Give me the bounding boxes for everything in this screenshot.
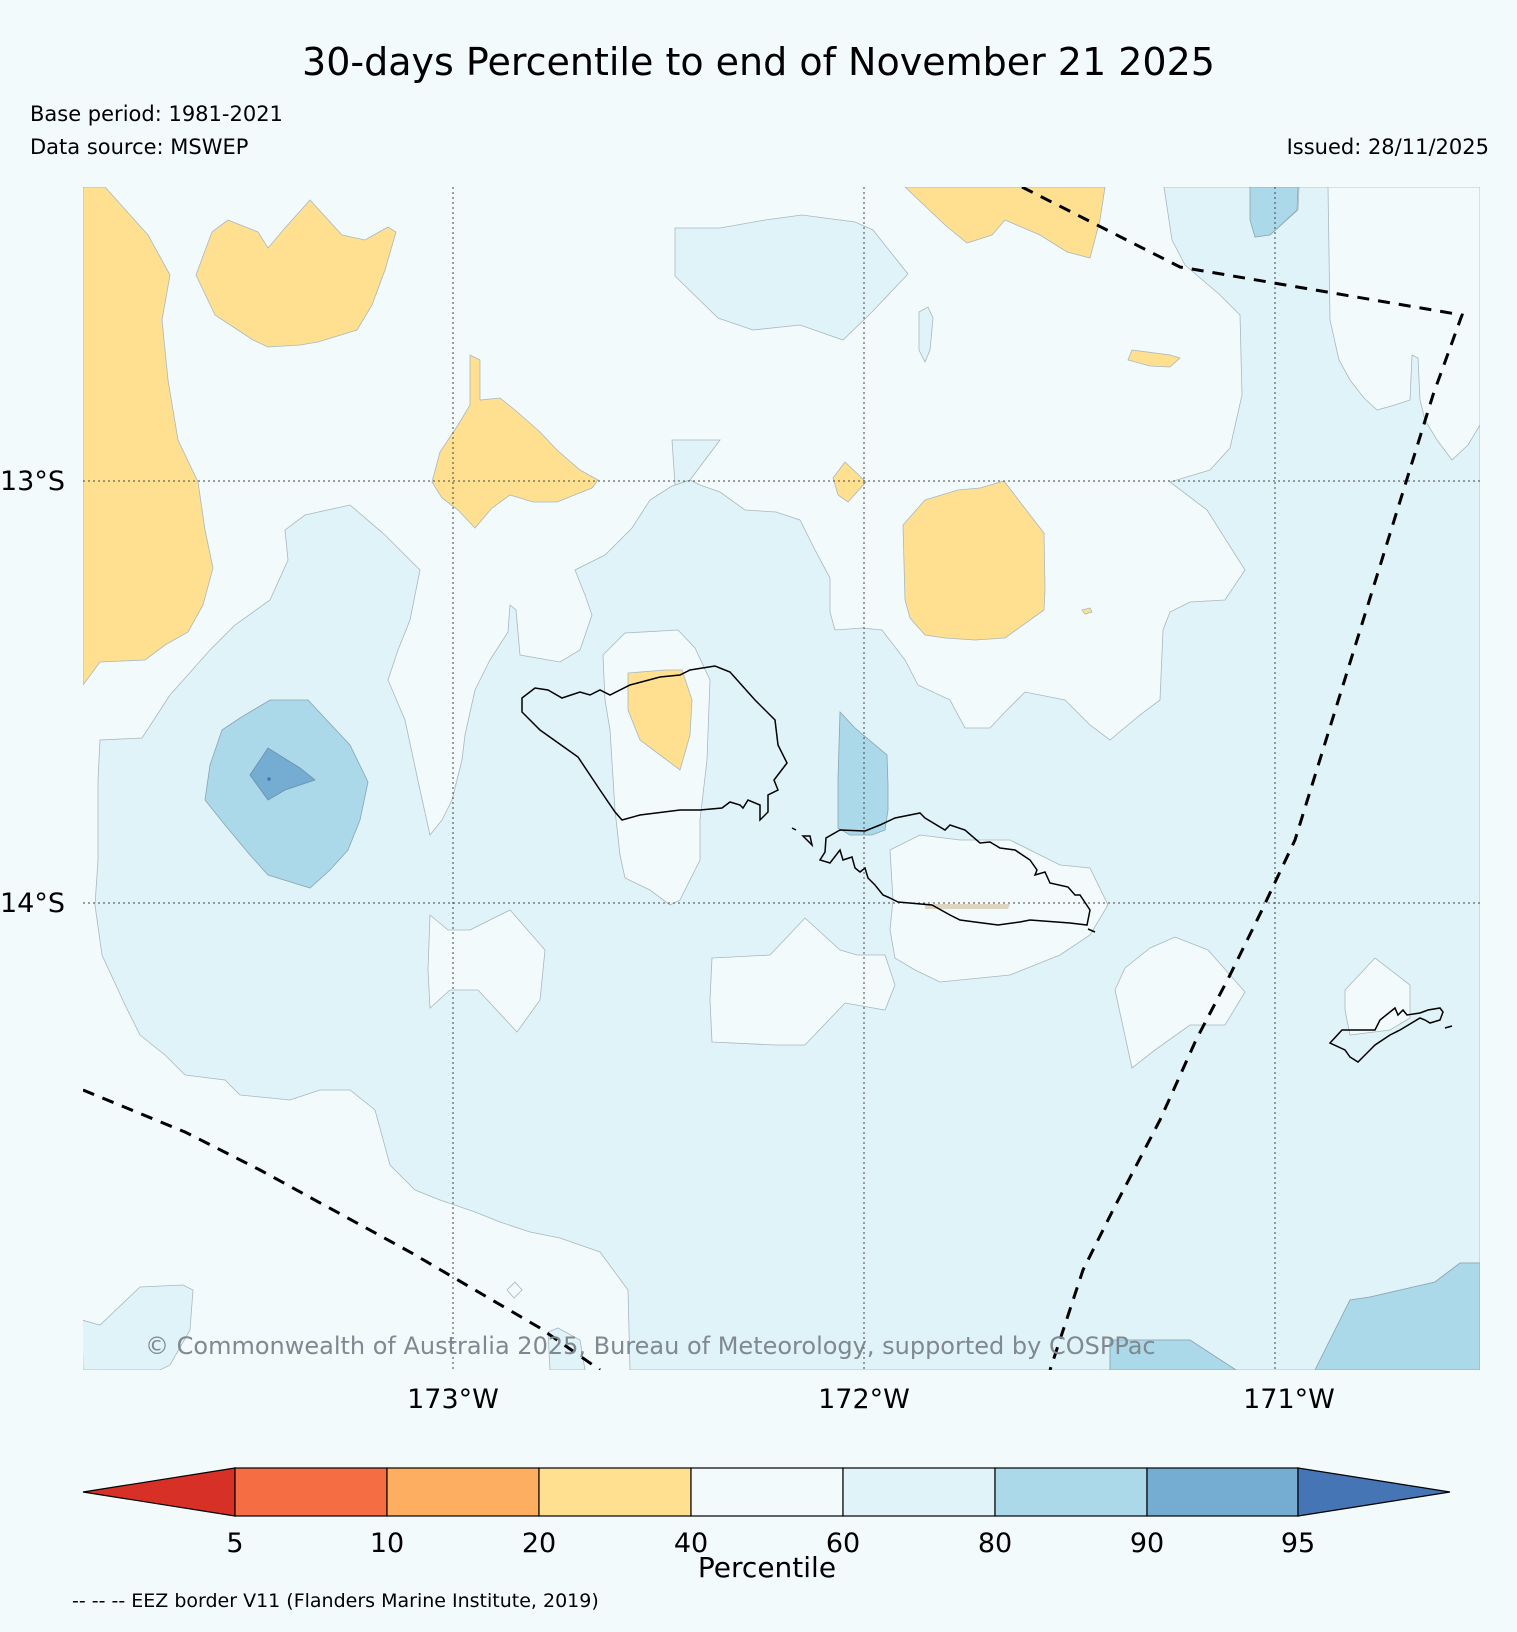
zone-20-40	[83, 187, 1181, 771]
lat-label-13s: 13°S	[0, 466, 65, 497]
colorbar-tick: 60	[826, 1528, 860, 1559]
zone-above-95	[267, 777, 271, 781]
colorbar-label: Percentile	[697, 1551, 837, 1584]
copyright-watermark: © Commonwealth of Australia 2025, Bureau…	[145, 1332, 1156, 1360]
colorbar-40-60	[690, 1467, 844, 1517]
colorbar-ticks: 5 10 20 40 60 80 90 95	[226, 1528, 1315, 1559]
colorbar-5-10	[234, 1467, 388, 1517]
colorbar-tick: 20	[522, 1528, 556, 1559]
colorbar-above-95	[1297, 1467, 1451, 1517]
colorbar-tick: 80	[978, 1528, 1012, 1559]
lat-label-14s: 14°S	[0, 888, 65, 919]
savaii-coastline	[521, 665, 788, 822]
colorbar-tick: 5	[226, 1528, 243, 1559]
colorbar-80-90	[994, 1467, 1148, 1517]
data-source: Data source: MSWEP	[30, 135, 249, 159]
map-title: 30-days Percentile to end of November 21…	[302, 40, 1215, 84]
colorbar-60-80	[842, 1467, 996, 1517]
colorbar-tick: 90	[1130, 1528, 1164, 1559]
manono-coastline	[801, 835, 814, 848]
colorbar-20-40	[538, 1467, 692, 1517]
colorbar-tick: 95	[1281, 1528, 1315, 1559]
tutuila-coastline	[1328, 1006, 1444, 1063]
colorbar	[82, 1467, 1451, 1517]
colorbar-10-20	[386, 1467, 540, 1517]
lon-label-173w: 173°W	[407, 1384, 499, 1415]
map-plot-area	[83, 187, 1480, 1370]
coastlines	[521, 665, 1453, 1063]
zone-90-95	[249, 747, 316, 801]
lon-label-171w: 171°W	[1243, 1384, 1335, 1415]
lon-label-172w: 172°W	[818, 1384, 910, 1415]
colorbar-tick: 40	[674, 1528, 708, 1559]
colorbar-below-5	[82, 1467, 236, 1517]
eez-legend-note: -- -- -- EEZ border V11 (Flanders Marine…	[72, 1590, 599, 1612]
graticule	[83, 187, 1480, 1370]
base-period: Base period: 1981-2021	[30, 102, 283, 126]
colorbar-tick: 10	[370, 1528, 404, 1559]
land-sliver	[925, 904, 1010, 909]
colorbar-90-95	[1146, 1467, 1299, 1517]
eez-border	[83, 187, 1465, 1370]
issued-date: Issued: 28/11/2025	[1286, 135, 1489, 159]
zone-80-90	[204, 187, 1480, 1370]
upolu-coastline	[818, 812, 1091, 926]
